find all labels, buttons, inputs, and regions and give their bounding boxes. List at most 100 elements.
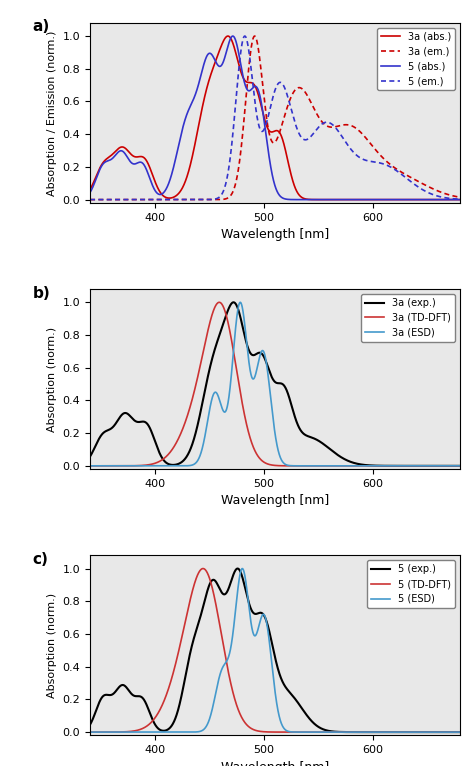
- 5 (ESD): [447, 728, 452, 737]
- 5 (exp.): [447, 728, 452, 737]
- 5 (TD-DFT): [446, 728, 452, 737]
- 3a (em.): [447, 190, 452, 199]
- 5 (abs.): [457, 195, 463, 205]
- 5 (abs.): [257, 93, 263, 102]
- 3a (ESD): [106, 461, 112, 470]
- Line: 5 (exp.): 5 (exp.): [90, 568, 460, 732]
- Text: c): c): [33, 552, 49, 567]
- Line: 3a (exp.): 3a (exp.): [90, 303, 460, 466]
- 3a (TD-DFT): [257, 454, 263, 463]
- 3a (ESD): [237, 298, 243, 307]
- 5 (TD-DFT): [200, 564, 206, 573]
- 5 (exp.): [446, 728, 452, 737]
- 3a (exp.): [446, 461, 452, 470]
- 3a (exp.): [379, 461, 384, 470]
- Text: a): a): [33, 19, 50, 34]
- 5 (TD-DFT): [106, 728, 112, 737]
- 5 (em.): [457, 195, 463, 204]
- 3a (abs.): [257, 97, 263, 106]
- 3a (em.): [257, 58, 263, 67]
- 5 (ESD): [446, 728, 452, 737]
- Line: 3a (em.): 3a (em.): [90, 36, 460, 200]
- 5 (exp.): [379, 728, 384, 737]
- 5 (exp.): [106, 690, 112, 699]
- X-axis label: Wavelength [nm]: Wavelength [nm]: [221, 228, 329, 241]
- 5 (TD-DFT): [87, 728, 93, 737]
- 3a (abs.): [379, 195, 384, 205]
- 3a (ESD): [446, 461, 452, 470]
- 5 (TD-DFT): [267, 728, 273, 737]
- 5 (em.): [267, 104, 273, 113]
- 3a (ESD): [457, 461, 463, 470]
- 5 (exp.): [235, 564, 240, 573]
- Y-axis label: Absorption / Emission (norm.): Absorption / Emission (norm.): [47, 30, 57, 195]
- 5 (TD-DFT): [447, 728, 452, 737]
- 5 (abs.): [379, 195, 384, 205]
- 3a (TD-DFT): [106, 461, 112, 470]
- 5 (abs.): [446, 195, 452, 205]
- 3a (em.): [457, 192, 463, 201]
- 5 (TD-DFT): [457, 728, 463, 737]
- 5 (ESD): [457, 728, 463, 737]
- Line: 5 (em.): 5 (em.): [90, 36, 460, 200]
- Line: 5 (TD-DFT): 5 (TD-DFT): [90, 568, 460, 732]
- 3a (abs.): [446, 195, 452, 205]
- Line: 3a (ESD): 3a (ESD): [90, 303, 460, 466]
- X-axis label: Wavelength [nm]: Wavelength [nm]: [221, 494, 329, 507]
- 3a (TD-DFT): [446, 461, 452, 470]
- 5 (exp.): [257, 608, 263, 617]
- 3a (ESD): [379, 461, 384, 470]
- 3a (TD-DFT): [267, 460, 273, 470]
- 5 (ESD): [267, 643, 273, 652]
- 3a (exp.): [106, 425, 112, 434]
- 3a (TD-DFT): [217, 298, 222, 307]
- 5 (ESD): [239, 564, 245, 573]
- 5 (abs.): [447, 195, 452, 205]
- 3a (em.): [446, 190, 452, 199]
- Line: 5 (ESD): 5 (ESD): [90, 568, 460, 732]
- 5 (exp.): [457, 728, 463, 737]
- Legend: 3a (exp.), 3a (TD-DFT), 3a (ESD): 3a (exp.), 3a (TD-DFT), 3a (ESD): [361, 294, 455, 342]
- 5 (ESD): [379, 728, 384, 737]
- 3a (abs.): [447, 195, 452, 205]
- 3a (abs.): [106, 152, 112, 162]
- 3a (ESD): [257, 350, 263, 359]
- 5 (em.): [447, 194, 452, 203]
- 3a (em.): [106, 195, 112, 205]
- 5 (TD-DFT): [257, 727, 263, 736]
- 3a (TD-DFT): [87, 461, 93, 470]
- 3a (exp.): [267, 368, 273, 378]
- 5 (exp.): [267, 630, 273, 639]
- 3a (ESD): [87, 461, 93, 470]
- 5 (em.): [106, 195, 112, 205]
- 5 (abs.): [230, 31, 236, 41]
- 5 (em.): [257, 125, 263, 134]
- 3a (em.): [252, 31, 257, 41]
- 3a (exp.): [257, 349, 263, 358]
- Y-axis label: Absorption (norm.): Absorption (norm.): [47, 593, 57, 698]
- Line: 5 (abs.): 5 (abs.): [90, 36, 460, 200]
- 5 (abs.): [87, 188, 93, 197]
- Text: b): b): [33, 286, 51, 300]
- 5 (abs.): [267, 158, 273, 167]
- 5 (em.): [87, 195, 93, 205]
- 3a (exp.): [447, 461, 452, 470]
- Legend: 5 (exp.), 5 (TD-DFT), 5 (ESD): 5 (exp.), 5 (TD-DFT), 5 (ESD): [367, 560, 455, 608]
- 3a (abs.): [87, 185, 93, 194]
- 5 (ESD): [257, 617, 263, 626]
- 3a (abs.): [457, 195, 463, 205]
- 5 (em.): [242, 31, 248, 41]
- Line: 3a (abs.): 3a (abs.): [90, 36, 460, 200]
- 3a (exp.): [87, 452, 93, 461]
- 5 (abs.): [106, 156, 112, 165]
- Legend: 3a (abs.), 3a (em.), 5 (abs.), 5 (em.): 3a (abs.), 3a (em.), 5 (abs.), 5 (em.): [377, 28, 455, 90]
- 5 (exp.): [87, 720, 93, 729]
- 5 (ESD): [87, 728, 93, 737]
- 5 (TD-DFT): [379, 728, 384, 737]
- 3a (ESD): [267, 388, 273, 397]
- 3a (ESD): [447, 461, 452, 470]
- 3a (TD-DFT): [379, 461, 384, 470]
- 5 (em.): [446, 194, 452, 203]
- 3a (em.): [267, 132, 273, 141]
- 3a (exp.): [457, 461, 463, 470]
